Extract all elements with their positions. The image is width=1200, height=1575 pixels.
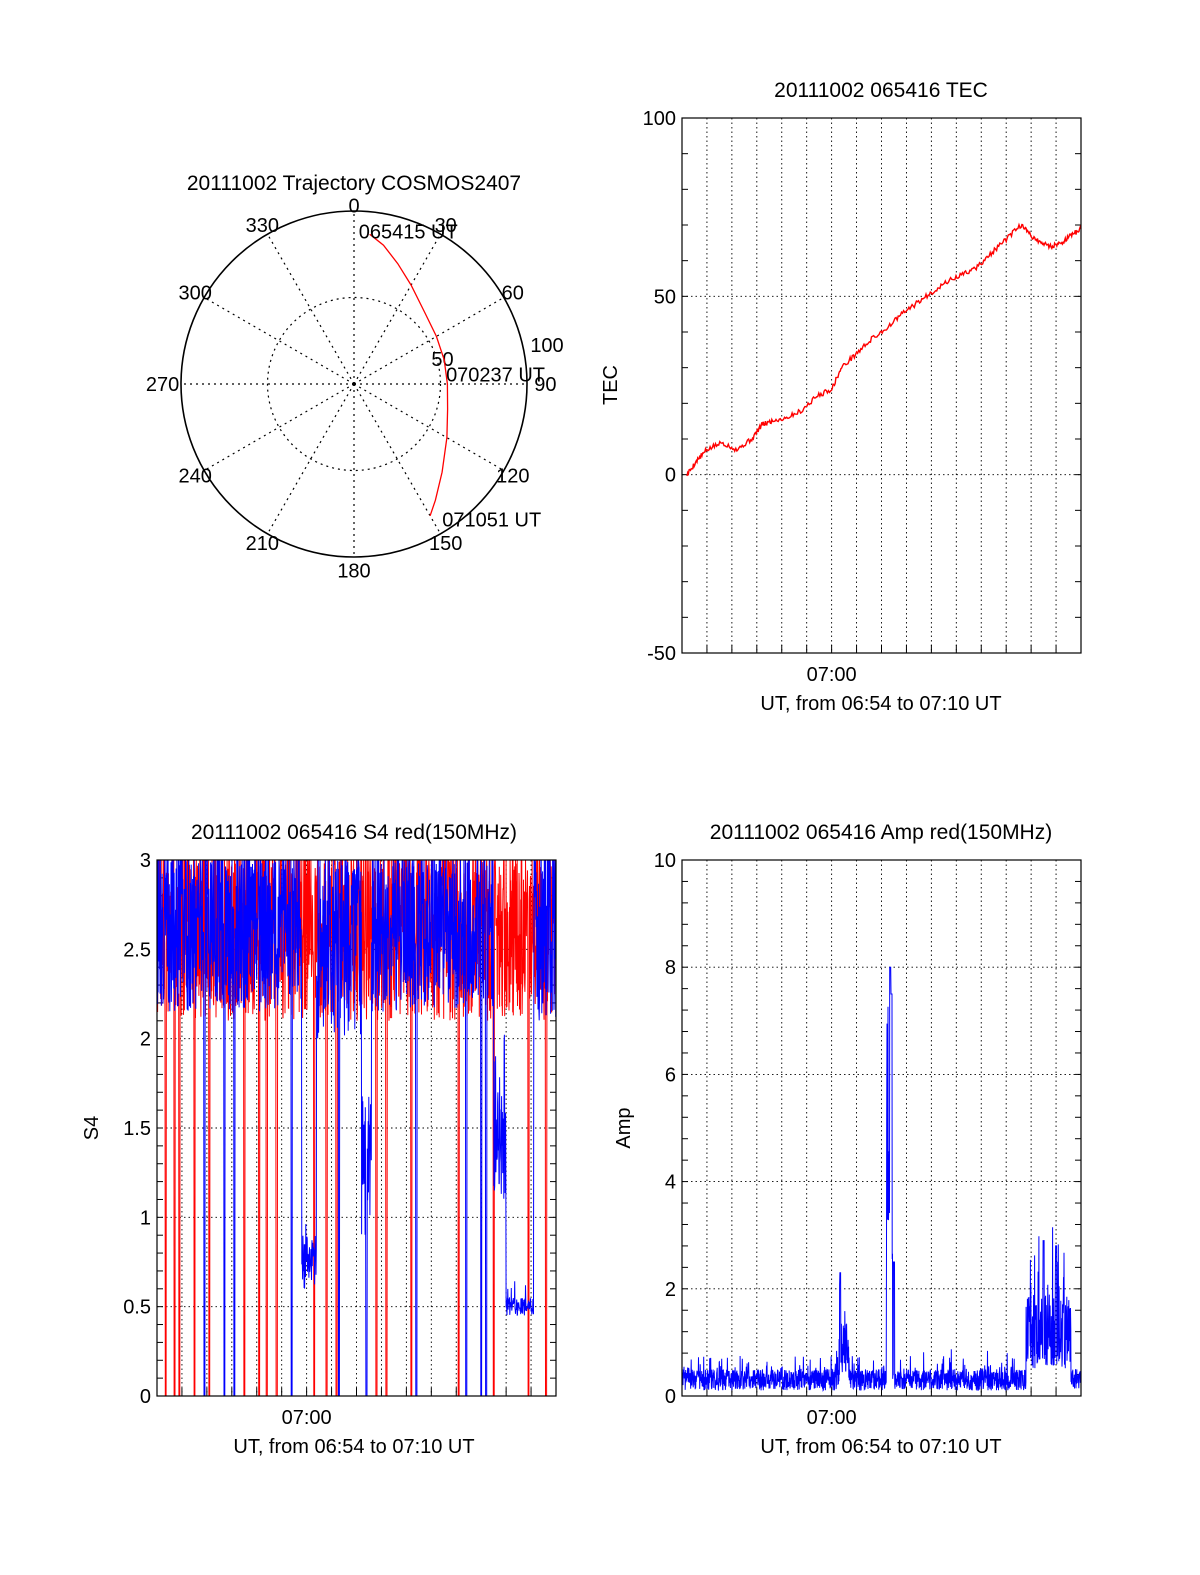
amp-title: 20111002 065416 Amp red(150MHz) xyxy=(710,821,1052,844)
tec-title: 20111002 065416 TEC xyxy=(774,79,988,102)
plot-frame xyxy=(681,117,1082,654)
y-tick-label: 1 xyxy=(140,1207,151,1229)
polar-panel: 20111002 Trajectory COSMOS2407 0 30 60 90 12… xyxy=(146,172,564,582)
polar-azimuth-tick: 30 xyxy=(435,215,457,237)
polar-spoke xyxy=(353,233,442,385)
polar-spoke xyxy=(353,296,505,385)
y-tick-label: 0.5 xyxy=(123,1297,151,1319)
y-tick-label: 8 xyxy=(665,957,676,979)
plot-frame xyxy=(681,859,1082,1397)
polar-title: 20111002 Trajectory COSMOS2407 xyxy=(187,172,521,195)
polar-azimuth-tick: 270 xyxy=(146,374,179,396)
x-tick-label: 07:00 xyxy=(282,1407,332,1429)
x-tick-label: 07:00 xyxy=(807,664,857,686)
s4-xlabel: UT, from 06:54 to 07:10 UT xyxy=(233,1436,474,1458)
polar-azimuth-tick: 240 xyxy=(179,466,212,488)
polar-spoke xyxy=(266,233,355,385)
polar-radial-tick: 100 xyxy=(530,335,563,357)
polar-spoke xyxy=(266,383,355,535)
polar-radial-tick: 50 xyxy=(431,349,453,371)
amp-plot-area: 0 2 4 6 8 10 07:00 xyxy=(654,850,1082,1429)
polar-azimuth-tick: 120 xyxy=(496,466,529,488)
polar-azimuth-tick: 90 xyxy=(534,374,556,396)
polar-spoke xyxy=(203,383,355,472)
polar-annotation: 065415 UT xyxy=(359,221,458,243)
polar-azimuth-tick: 330 xyxy=(246,215,279,237)
y-tick-label: 100 xyxy=(643,108,676,130)
polar-annotation: 071051 UT xyxy=(442,510,541,532)
polar-ring-inner xyxy=(266,296,442,472)
polar-trajectory-line xyxy=(369,233,449,517)
y-tick-label: 4 xyxy=(665,1172,676,1194)
y-tick-label: 2.5 xyxy=(123,939,151,961)
polar-annotations: 065415 UT 070237 UT 071051 UT xyxy=(359,221,545,531)
polar-spoke xyxy=(353,383,442,535)
polar-radial-ticks: 50 100 xyxy=(431,335,563,371)
amp-xlabel: UT, from 06:54 to 07:10 UT xyxy=(760,1436,1001,1458)
polar-spoke xyxy=(203,296,355,385)
tec-ylabel: TEC xyxy=(600,365,622,405)
y-tick-label: 6 xyxy=(665,1064,676,1086)
polar-azimuth-tick: 300 xyxy=(179,282,212,304)
s4-ylabel: S4 xyxy=(81,1116,103,1140)
y-tick-label: -50 xyxy=(647,643,676,665)
polar-ring-outer xyxy=(180,210,528,558)
s4-plot-area: 0 0.5 1 1.5 2 2.5 3 07:00 xyxy=(123,850,557,1429)
tec-plot-area: -50 0 50 100 07:00 xyxy=(643,108,1082,686)
polar-spoke xyxy=(353,383,505,472)
x-tick-label: 07:00 xyxy=(807,1407,857,1429)
polar-azimuth-ticks: 0 30 60 90 120 150 180 210 240 270 300 330 xyxy=(146,196,557,583)
s4-title: 20111002 065416 S4 red(150MHz) xyxy=(191,821,517,844)
y-tick-label: 3 xyxy=(140,850,151,872)
plot-frame xyxy=(156,859,557,1397)
polar-azimuth-tick: 150 xyxy=(429,533,462,555)
amp-ylabel: Amp xyxy=(613,1107,635,1148)
y-tick-label: 0 xyxy=(140,1386,151,1408)
series-line xyxy=(682,966,1081,1392)
y-tick-label: 1.5 xyxy=(123,1118,151,1140)
polar-grid xyxy=(180,210,528,558)
polar-annotation: 070237 UT xyxy=(446,365,545,387)
y-tick-label: 50 xyxy=(654,286,676,308)
y-tick-label: 0 xyxy=(665,1386,676,1408)
polar-azimuth-tick: 60 xyxy=(502,282,524,304)
y-tick-label: 10 xyxy=(654,850,676,872)
polar-azimuth-tick: 0 xyxy=(348,196,359,218)
s4-panel: 20111002 065416 S4 red(150MHz) 0 0.5 1 1.5 2… xyxy=(81,821,557,1458)
tec-series-line xyxy=(686,222,1082,477)
amp-panel: 20111002 065416 Amp red(150MHz) 02468100… xyxy=(613,821,1082,1458)
polar-trajectory xyxy=(369,233,449,517)
y-tick-label: 0 xyxy=(665,465,676,487)
series-line xyxy=(157,860,556,1396)
polar-azimuth-tick: 180 xyxy=(337,560,370,582)
polar-azimuth-tick: 210 xyxy=(246,533,279,555)
tec-xlabel: UT, from 06:54 to 07:10 UT xyxy=(760,693,1001,715)
y-tick-label: 2 xyxy=(140,1029,151,1051)
tec-panel: 20111002 065416 TEC -50 0 50 100 07:00 UT, f… xyxy=(600,79,1082,715)
y-tick-label: 2 xyxy=(665,1279,676,1301)
